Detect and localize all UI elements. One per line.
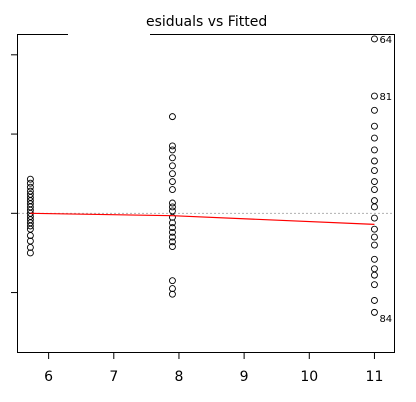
data-point	[168, 243, 176, 251]
x-tick-label: 6	[44, 369, 53, 385]
x-tick-label: 9	[240, 369, 249, 385]
data-point	[371, 241, 378, 249]
smoothed-trend-line	[30, 212, 375, 226]
data-point	[168, 285, 176, 293]
data-point	[168, 154, 176, 162]
data-point	[371, 214, 378, 222]
data-point	[371, 122, 378, 130]
data-point	[26, 249, 34, 257]
x-tick-label: 11	[366, 369, 384, 385]
data-point	[371, 225, 378, 233]
data-point	[26, 183, 34, 191]
data-point	[168, 162, 176, 170]
x-tick-label: 10	[300, 369, 318, 385]
data-point	[168, 178, 176, 186]
data-point	[371, 134, 378, 142]
data-point	[371, 233, 378, 241]
data-point	[168, 170, 176, 178]
x-tick-label: 8	[174, 369, 183, 385]
x-tick-label: 7	[109, 369, 118, 385]
data-point	[168, 142, 176, 150]
data-point	[371, 271, 378, 279]
data-point	[26, 179, 34, 187]
point-id-label: 64	[379, 35, 392, 46]
data-point	[371, 197, 378, 205]
data-point	[168, 213, 176, 221]
data-point	[168, 186, 176, 193]
data-point	[26, 232, 34, 239]
data-point	[371, 186, 378, 193]
data-point	[168, 203, 176, 211]
data-point	[168, 277, 176, 285]
data-point	[168, 224, 176, 232]
data-point	[371, 146, 378, 154]
data-point	[168, 290, 176, 298]
data-point	[168, 219, 176, 227]
data-point	[168, 233, 176, 241]
data-point	[26, 243, 34, 251]
data-point	[168, 228, 176, 236]
data-point	[371, 281, 378, 289]
data-point	[371, 203, 378, 211]
data-point	[371, 297, 378, 304]
point-id-label: 84	[379, 314, 392, 325]
plot-frame	[17, 34, 395, 353]
data-point	[371, 106, 378, 114]
data-point	[371, 35, 378, 43]
data-point	[371, 167, 378, 174]
data-point	[26, 222, 34, 230]
data-point	[371, 92, 378, 100]
data-point	[371, 265, 378, 273]
data-point	[371, 178, 378, 186]
data-point	[371, 255, 378, 263]
data-point	[168, 238, 176, 246]
chart-title: esiduals vs Fitted	[146, 14, 267, 30]
point-id-label: 81	[379, 92, 392, 103]
data-point	[371, 308, 378, 316]
data-point	[168, 146, 176, 154]
title-mask	[68, 22, 150, 44]
data-point	[168, 113, 176, 121]
data-point	[168, 199, 176, 207]
data-point	[168, 207, 176, 215]
data-point	[371, 157, 378, 165]
data-point	[26, 175, 34, 183]
